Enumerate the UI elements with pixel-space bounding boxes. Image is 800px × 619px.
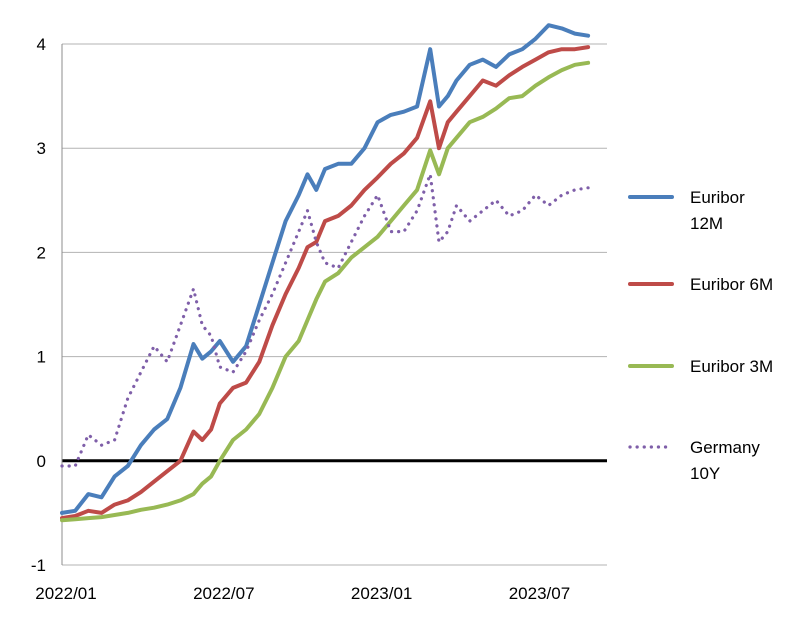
gridlines — [62, 43, 607, 566]
x-tick-label: 2023/01 — [351, 584, 412, 603]
legend: Euribor 12M Euribor 6M Euribor 3M Germany 10Y — [628, 188, 773, 483]
x-tick-label: 2022/07 — [193, 584, 254, 603]
legend-label-3: Germany — [690, 438, 760, 457]
y-tick-label: 3 — [37, 139, 46, 158]
series-line-2 — [60, 60, 591, 523]
series-lines — [60, 23, 591, 523]
y-tick-label: 4 — [37, 35, 46, 54]
y-tick-label: 0 — [37, 452, 46, 471]
series-line-1 — [60, 45, 591, 521]
y-tick-label: -1 — [31, 556, 46, 575]
legend-label-3: 10Y — [690, 464, 720, 483]
legend-label-2: Euribor 3M — [690, 357, 773, 376]
x-tick-label: 2023/07 — [509, 584, 570, 603]
axes: -1 0 1 2 3 4 2022/01 2022/07 2023/01 2023/07 — [31, 35, 570, 603]
y-tick-label: 2 — [37, 243, 46, 262]
legend-label-1: Euribor 6M — [690, 275, 773, 294]
legend-label-0: 12M — [690, 214, 723, 233]
series-line-0 — [60, 23, 591, 515]
series-line-3 — [60, 172, 590, 468]
x-tick-label: 2022/01 — [35, 584, 96, 603]
y-tick-label: 1 — [37, 348, 46, 367]
legend-label-0: Euribor — [690, 188, 745, 207]
